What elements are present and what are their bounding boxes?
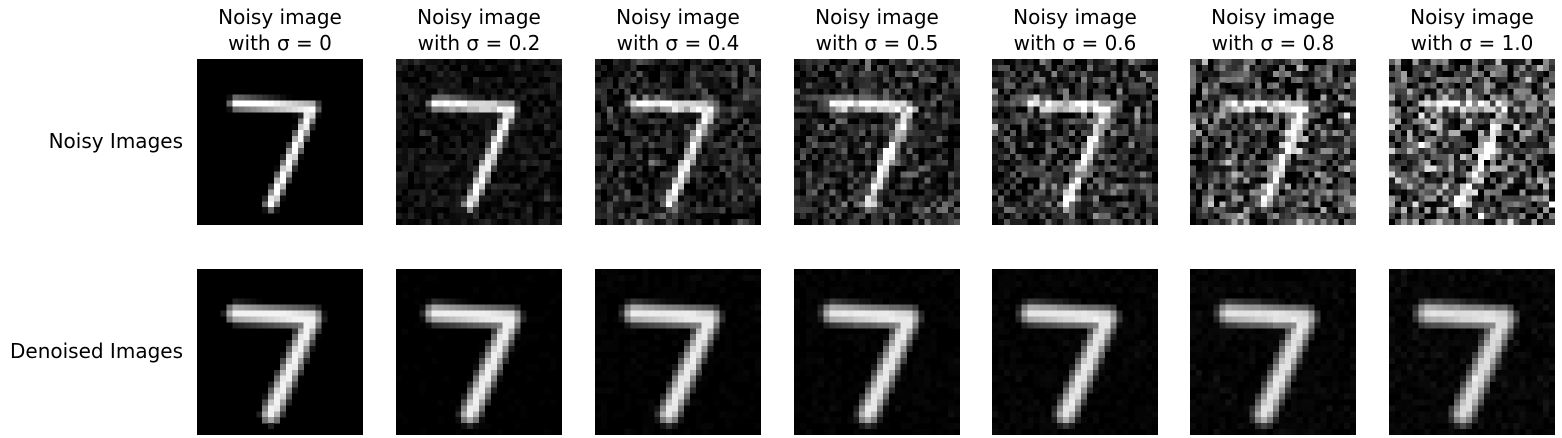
column-title-5: Noisy image with σ = 0.8 xyxy=(1163,4,1383,56)
column-title-line2: with σ = 0.2 xyxy=(417,31,541,55)
row-label-noisy: Noisy Images xyxy=(48,129,183,153)
noisy-image-6 xyxy=(1389,59,1555,225)
denoised-image-0 xyxy=(197,269,363,435)
noisy-image-1 xyxy=(396,59,562,225)
column-title-line1: Noisy image xyxy=(417,5,541,29)
denoised-image-4 xyxy=(992,269,1158,435)
column-title-line1: Noisy image xyxy=(1013,5,1137,29)
column-title-3: Noisy image with σ = 0.5 xyxy=(767,4,987,56)
column-title-1: Noisy image with σ = 0.2 xyxy=(369,4,589,56)
column-title-line2: with σ = 0 xyxy=(228,31,332,55)
denoised-image-2 xyxy=(595,269,761,435)
noisy-image-3 xyxy=(794,59,960,225)
column-title-6: Noisy image with σ = 1.0 xyxy=(1362,4,1562,56)
column-title-line1: Noisy image xyxy=(218,5,342,29)
row-label-denoised: Denoised Images xyxy=(9,339,183,363)
column-title-0: Noisy image with σ = 0 xyxy=(170,4,390,56)
column-title-line1: Noisy image xyxy=(1410,5,1534,29)
denoised-image-5 xyxy=(1190,269,1356,435)
noisy-image-2 xyxy=(595,59,761,225)
column-title-line2: with σ = 0.5 xyxy=(815,31,939,55)
noisy-image-5 xyxy=(1190,59,1356,225)
column-title-line2: with σ = 0.6 xyxy=(1013,31,1137,55)
column-title-line1: Noisy image xyxy=(1211,5,1335,29)
noisy-image-0 xyxy=(197,59,363,225)
column-title-4: Noisy image with σ = 0.6 xyxy=(965,4,1185,56)
column-title-line2: with σ = 0.8 xyxy=(1211,31,1335,55)
column-title-line1: Noisy image xyxy=(815,5,939,29)
denoised-image-1 xyxy=(396,269,562,435)
column-title-line2: with σ = 1.0 xyxy=(1410,31,1534,55)
column-title-line1: Noisy image xyxy=(616,5,740,29)
denoised-image-3 xyxy=(794,269,960,435)
denoised-image-6 xyxy=(1389,269,1555,435)
column-title-2: Noisy image with σ = 0.4 xyxy=(568,4,788,56)
column-title-line2: with σ = 0.4 xyxy=(616,31,740,55)
noisy-image-4 xyxy=(992,59,1158,225)
